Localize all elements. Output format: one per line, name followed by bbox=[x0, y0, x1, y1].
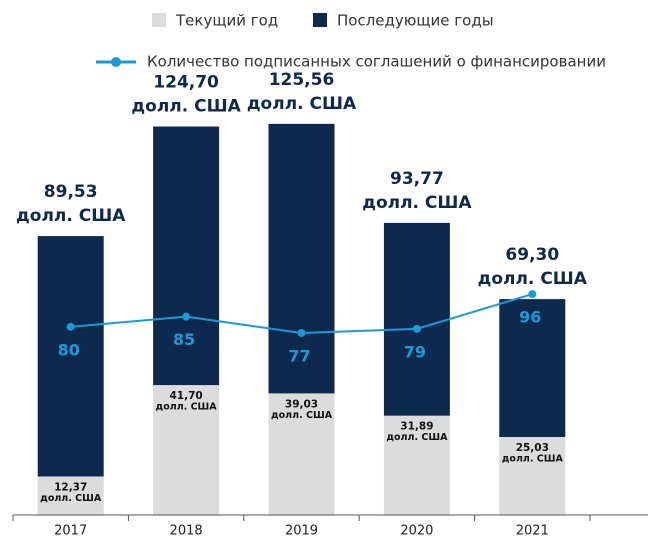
total-unit-label: долл. США bbox=[362, 193, 472, 213]
total-label: 93,77 bbox=[390, 169, 444, 189]
segment-value-label: 12,37 bbox=[54, 481, 87, 493]
segment-unit-label: долл. США bbox=[156, 402, 218, 413]
line-point bbox=[66, 322, 75, 331]
x-tick-label: 2017 bbox=[54, 524, 87, 539]
x-tick-label: 2020 bbox=[400, 524, 433, 539]
line-point bbox=[182, 312, 191, 321]
line-value-label: 96 bbox=[519, 308, 541, 327]
segment-value-label: 39,03 bbox=[285, 398, 318, 410]
legend-marker bbox=[111, 57, 121, 67]
legend-label: Текущий год bbox=[175, 12, 278, 30]
line-value-label: 80 bbox=[58, 340, 80, 359]
segment-unit-label: долл. США bbox=[502, 454, 564, 465]
legend-swatch bbox=[313, 13, 327, 27]
total-label: 125,56 bbox=[269, 70, 335, 90]
bar-segment bbox=[37, 476, 104, 515]
bar-segment bbox=[499, 299, 566, 438]
segment-value-label: 25,03 bbox=[516, 442, 549, 454]
segment-unit-label: долл. США bbox=[271, 410, 333, 421]
total-label: 89,53 bbox=[44, 182, 98, 202]
legend-label: Количество подписанных соглашений о фина… bbox=[147, 53, 606, 71]
line-point bbox=[297, 328, 306, 337]
line-value-label: 77 bbox=[288, 346, 310, 365]
bar-segment bbox=[383, 222, 450, 416]
line-point bbox=[528, 290, 537, 299]
bar-segment bbox=[153, 385, 220, 515]
legend-swatch bbox=[152, 13, 166, 27]
segment-value-label: 31,89 bbox=[400, 421, 433, 433]
total-unit-label: долл. США bbox=[478, 269, 588, 289]
bar-segment bbox=[499, 437, 566, 515]
line-value-label: 85 bbox=[173, 330, 195, 349]
total-label: 69,30 bbox=[505, 245, 559, 265]
total-label: 124,70 bbox=[153, 73, 219, 93]
segment-value-label: 41,70 bbox=[169, 390, 202, 402]
x-tick-label: 2021 bbox=[516, 524, 549, 539]
total-unit-label: долл. США bbox=[131, 97, 241, 117]
x-tick-label: 2018 bbox=[170, 524, 203, 539]
line-value-label: 79 bbox=[404, 342, 426, 361]
bar-segment bbox=[37, 236, 104, 477]
line-point bbox=[412, 324, 421, 333]
segment-unit-label: долл. США bbox=[386, 432, 448, 443]
legend-label: Последующие годы bbox=[337, 12, 494, 30]
bar-segment bbox=[268, 393, 335, 515]
total-unit-label: долл. США bbox=[16, 206, 126, 226]
segment-unit-label: долл. США bbox=[40, 493, 102, 504]
total-unit-label: долл. США bbox=[247, 94, 357, 114]
x-tick-label: 2019 bbox=[285, 524, 318, 539]
bar-segment bbox=[383, 415, 450, 515]
bar-segment bbox=[153, 126, 220, 386]
bar-segment bbox=[268, 123, 335, 394]
